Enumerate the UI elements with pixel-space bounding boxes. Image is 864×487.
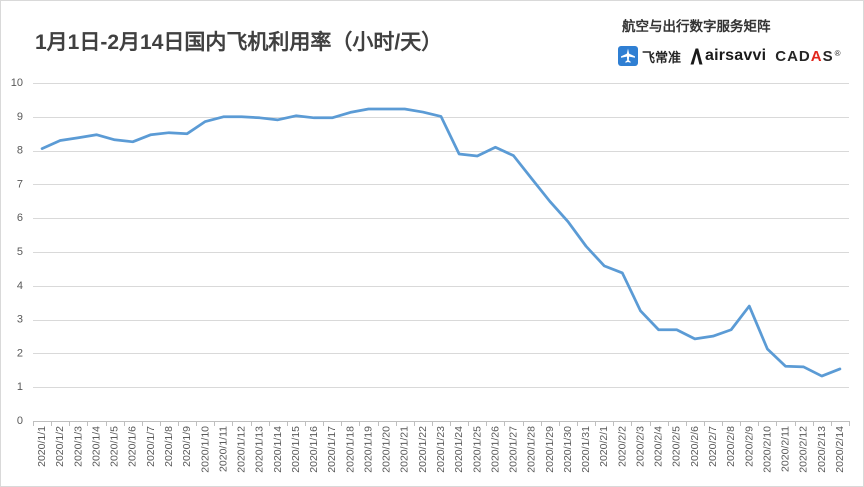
x-tick-label: 2020/1/5 — [109, 426, 121, 467]
x-tick-label: 2020/1/13 — [254, 426, 266, 473]
brand-header: 航空与出行数字服务矩阵 飞常准 airsavvi CADAS ® — [618, 15, 856, 67]
x-tick-label: 2020/1/9 — [181, 426, 193, 467]
y-tick-label: 4 — [17, 280, 23, 292]
x-tick-label: 2020/1/22 — [417, 426, 429, 473]
x-tick-label: 2020/1/1 — [36, 426, 48, 467]
x-tick-label: 2020/1/12 — [236, 426, 248, 473]
x-tick-label: 2020/2/13 — [816, 426, 828, 473]
x-tick-label: 2020/2/4 — [653, 426, 665, 467]
feichangzhun-logo: 飞常准 — [618, 46, 681, 66]
y-tick-label: 2 — [17, 347, 23, 359]
y-tick-label: 9 — [17, 111, 23, 123]
x-tick-label: 2020/1/24 — [453, 426, 465, 473]
x-tick-label: 2020/2/7 — [707, 426, 719, 467]
cadas-logo: CADAS ® — [775, 48, 840, 65]
y-tick-label: 1 — [17, 381, 23, 393]
x-tick-label: 2020/1/20 — [381, 426, 393, 473]
y-tick-label: 0 — [17, 415, 23, 427]
x-tick-label: 2020/1/10 — [199, 426, 211, 473]
x-tick-label: 2020/1/14 — [272, 426, 284, 473]
x-tick-label: 2020/1/17 — [326, 426, 338, 473]
x-tick-label: 2020/2/1 — [598, 426, 610, 467]
x-tick-label: 2020/1/6 — [127, 426, 139, 467]
brand-logos: 飞常准 airsavvi CADAS ® — [618, 45, 856, 67]
x-tick-label: 2020/1/28 — [526, 426, 538, 473]
x-tick-label: 2020/2/12 — [798, 426, 810, 473]
series — [40, 107, 842, 378]
x-tick-label: 2020/1/30 — [562, 426, 574, 473]
x-tick-label: 2020/1/2 — [54, 426, 66, 467]
registered-mark: ® — [834, 48, 841, 58]
x-tick-label: 2020/1/21 — [399, 426, 411, 473]
x-tick-label: 2020/1/23 — [435, 426, 447, 473]
y-axis: 0 1 2 3 4 5 6 7 8 9 10 — [11, 77, 23, 427]
x-tick-label: 2020/2/9 — [743, 426, 755, 467]
x-tick-label: 2020/1/29 — [544, 426, 556, 473]
x-tick-label: 2020/1/4 — [90, 426, 102, 467]
x-tick-label: 2020/2/14 — [834, 426, 846, 473]
x-tick-label: 2020/2/2 — [616, 426, 628, 467]
x-tick-label: 2020/1/15 — [290, 426, 302, 473]
plane-icon — [618, 46, 638, 66]
x-tick-label: 2020/1/3 — [72, 426, 84, 467]
x-tick-label: 2020/1/19 — [362, 426, 374, 473]
x-tick-label: 2020/1/11 — [217, 426, 229, 472]
gridlines — [33, 83, 849, 422]
x-tick-label: 2020/2/6 — [689, 426, 701, 467]
x-tick-label: 2020/1/7 — [145, 426, 157, 467]
x-tick-label: 2020/2/11 — [780, 426, 792, 472]
x-tick-label: 2020/1/25 — [471, 426, 483, 473]
x-tick-label: 2020/1/8 — [163, 426, 175, 467]
series-line — [40, 107, 842, 378]
y-tick-label: 7 — [17, 178, 23, 190]
x-tick-label: 2020/1/31 — [580, 426, 592, 473]
x-tick-label: 2020/2/5 — [671, 426, 683, 467]
feichangzhun-logo-text: 飞常准 — [642, 49, 682, 65]
x-axis: 2020/1/1 2020/1/2 2020/1/3 2020/1/4 2020/1/5… — [33, 421, 850, 473]
x-tick-label: 2020/2/3 — [634, 426, 646, 467]
chart-title: 1月1日-2月14日国内飞机利用率（小时/天） — [35, 31, 443, 54]
y-tick-label: 8 — [17, 145, 23, 157]
y-tick-label: 10 — [11, 77, 23, 89]
x-tick-label: 2020/1/27 — [508, 426, 520, 473]
x-tick-label: 2020/1/18 — [344, 426, 356, 473]
x-tick-label: 2020/1/26 — [489, 426, 501, 473]
airsavvi-a-icon — [690, 48, 703, 64]
x-tick-label: 2020/2/8 — [725, 426, 737, 467]
x-tick-label: 2020/1/16 — [308, 426, 320, 473]
x-tick-label: 2020/2/10 — [761, 426, 773, 473]
airsavvi-logo-text: airsavvi — [705, 47, 767, 64]
cadas-logo-text: CADAS — [775, 47, 834, 65]
y-tick-label: 3 — [17, 314, 23, 326]
brand-tagline: 航空与出行数字服务矩阵 — [622, 19, 771, 34]
y-tick-label: 6 — [17, 212, 23, 224]
y-tick-label: 5 — [17, 246, 23, 258]
airsavvi-logo: airsavvi — [690, 47, 766, 65]
